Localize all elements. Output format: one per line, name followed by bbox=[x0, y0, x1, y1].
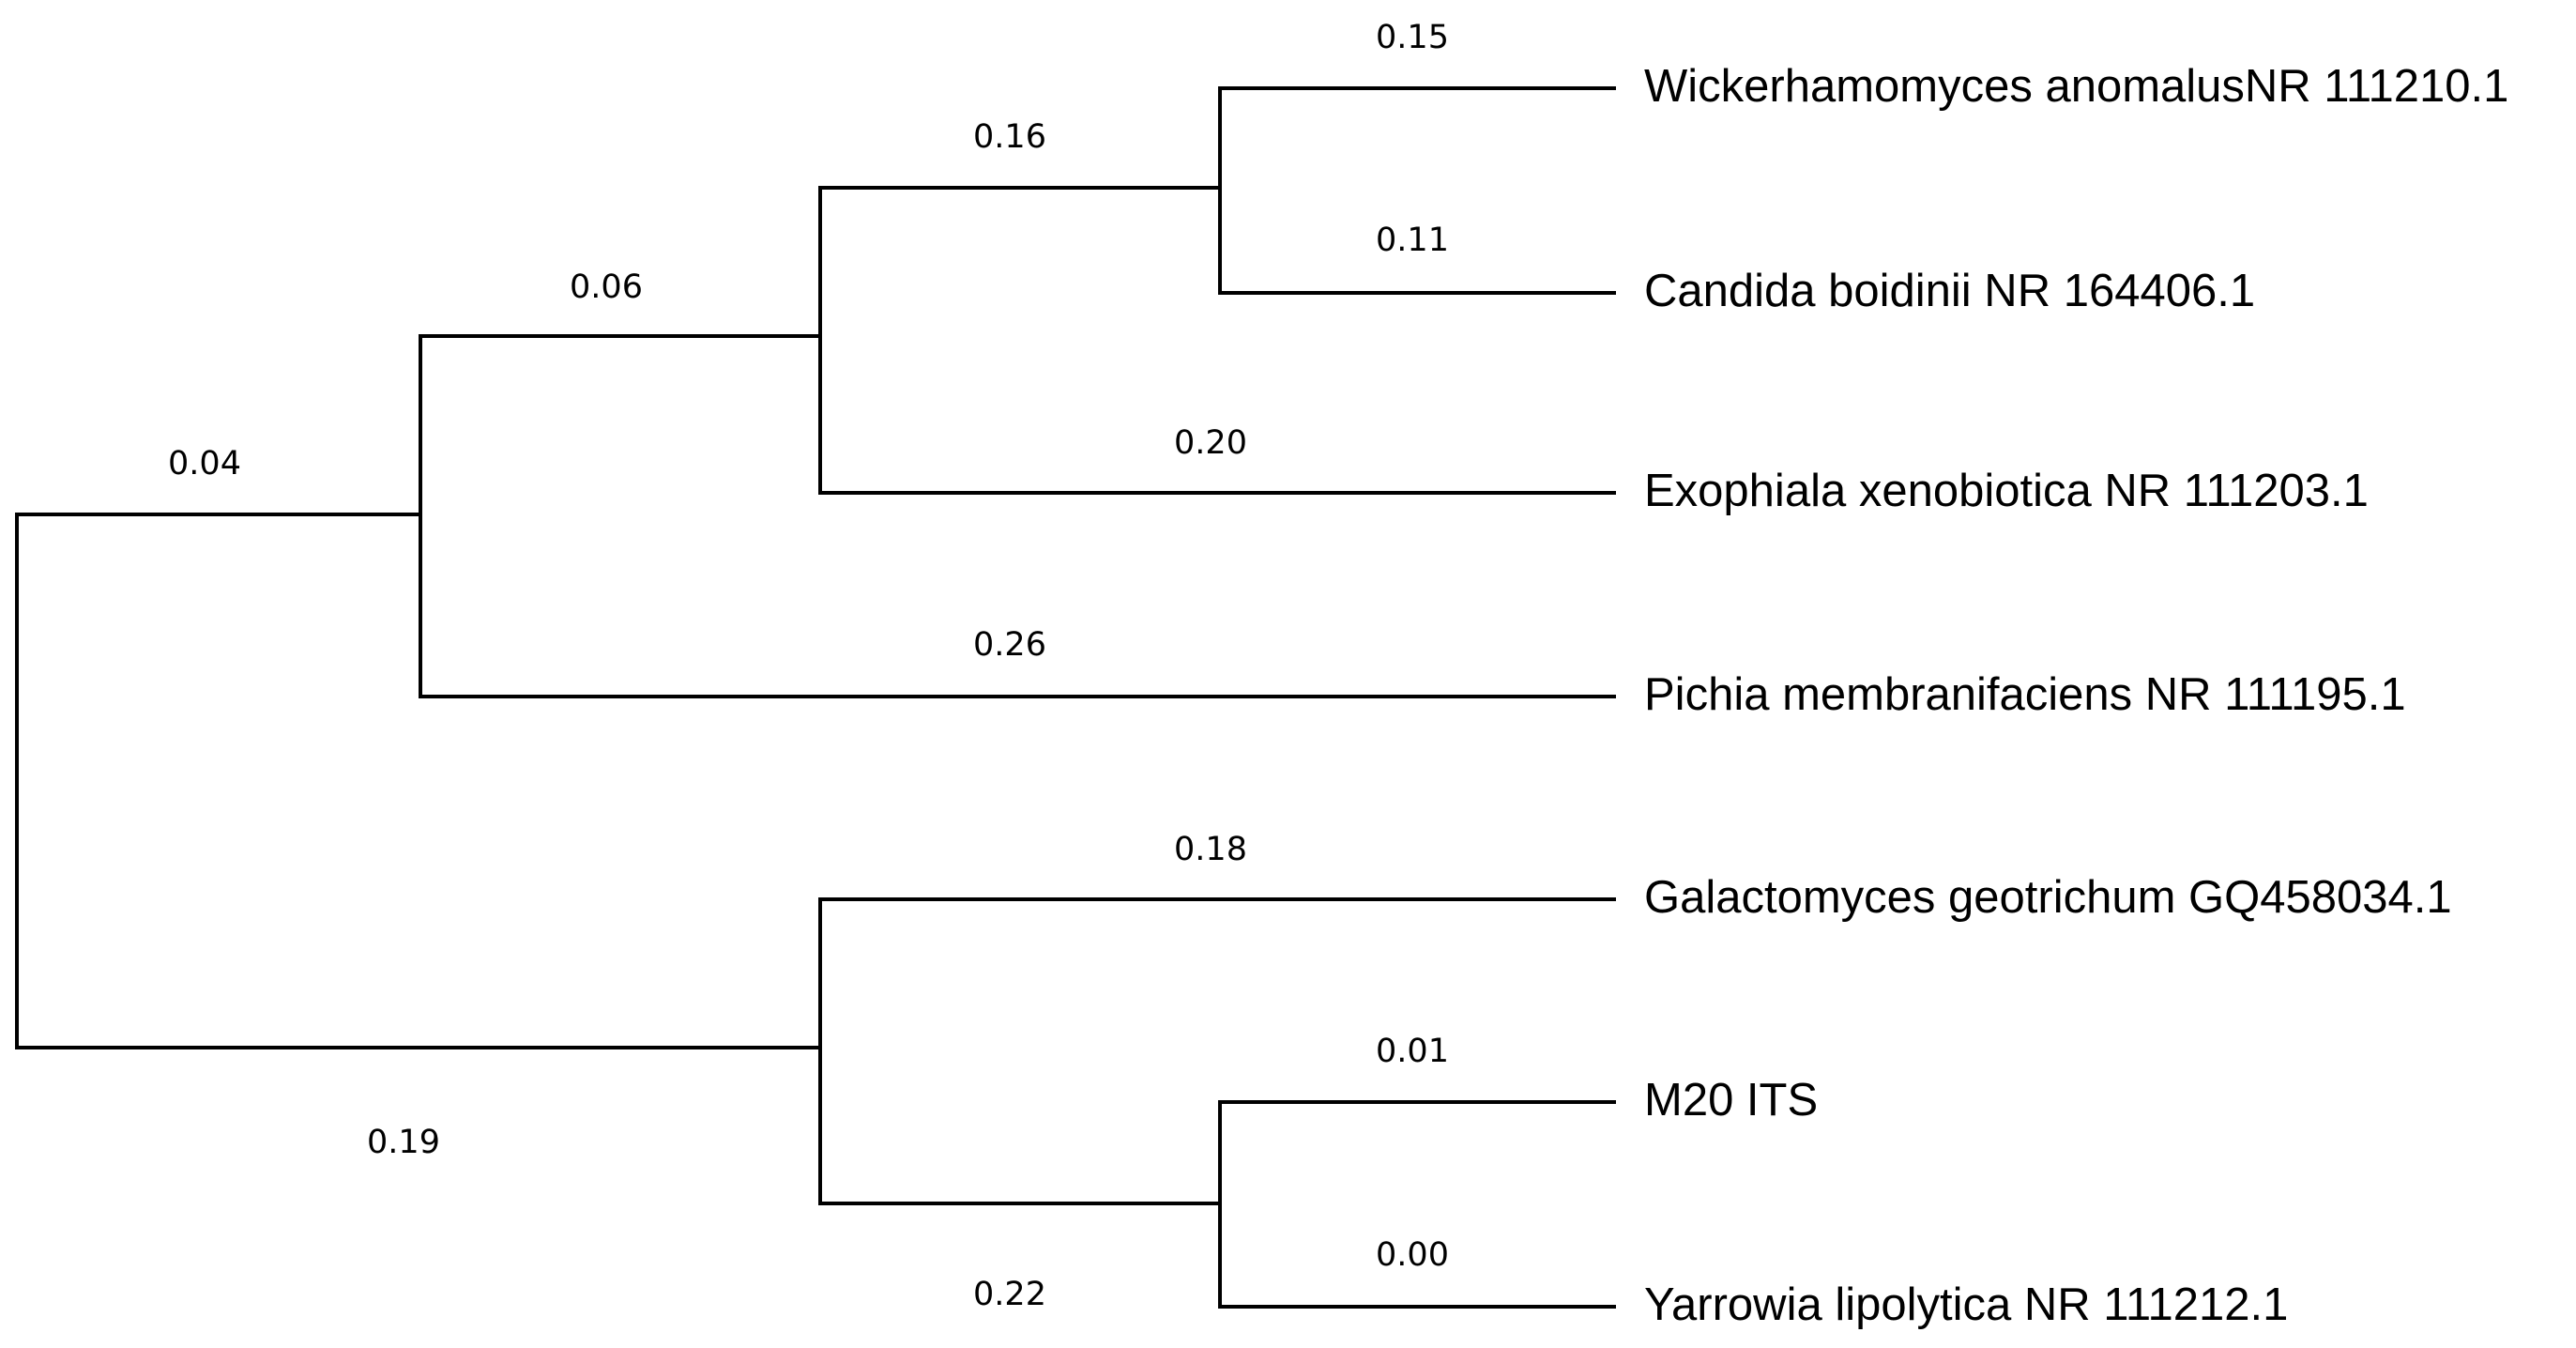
taxon-label-pichia: Pichia membranifaciens NR 111195.1 bbox=[1644, 669, 2406, 720]
taxon-label-yarrowia: Yarrowia lipolytica NR 111212.1 bbox=[1644, 1279, 2288, 1330]
branch-length-upper-clade: 0.04 bbox=[168, 445, 241, 483]
branch-length-node-b: 0.06 bbox=[570, 268, 643, 306]
branch-length-node-c: 0.16 bbox=[973, 118, 1046, 156]
branch-length-pichia: 0.26 bbox=[973, 626, 1046, 664]
taxon-label-galactomyces: Galactomyces geotrichum GQ458034.1 bbox=[1644, 872, 2452, 923]
taxon-label-wickerhamomyces: Wickerhamomyces anomalusNR 111210.1 bbox=[1644, 61, 2508, 112]
branch-length-yarrowia: 0.00 bbox=[1376, 1236, 1449, 1274]
branch-length-exophiala: 0.20 bbox=[1174, 424, 1247, 462]
branch-length-m20: 0.01 bbox=[1376, 1033, 1449, 1070]
branch-length-node-e: 0.22 bbox=[973, 1276, 1046, 1313]
branch-length-lower-clade: 0.19 bbox=[367, 1124, 440, 1161]
branch-length-galactomyces: 0.18 bbox=[1174, 831, 1247, 868]
branch-length-wickerhamomyces: 0.15 bbox=[1376, 19, 1449, 56]
taxon-label-m20: M20 ITS bbox=[1644, 1075, 1818, 1126]
branch-length-candida: 0.11 bbox=[1376, 222, 1449, 259]
taxon-label-candida: Candida boidinii NR 164406.1 bbox=[1644, 266, 2255, 316]
taxon-label-exophiala: Exophiala xenobiotica NR 111203.1 bbox=[1644, 466, 2369, 516]
